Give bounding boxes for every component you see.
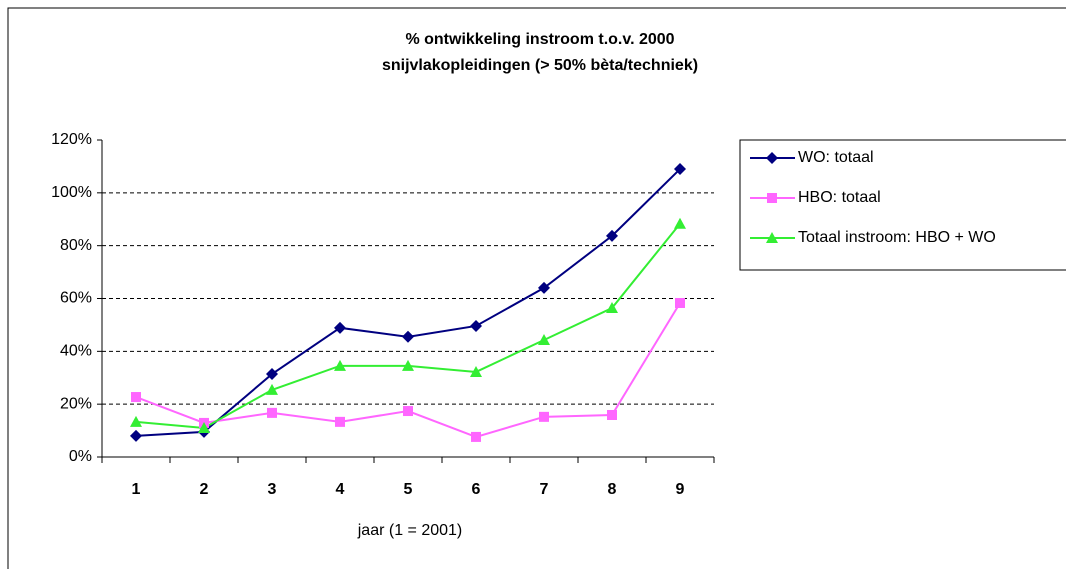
data-point [675,297,685,308]
data-point [674,217,686,229]
chart-subtitle: snijvlakopleidingen (> 50% bèta/techniek… [382,57,698,74]
legend-marker [766,232,778,243]
y-tick-label: 60% [60,290,92,307]
legend-label: WO: totaal [798,149,874,166]
data-point [538,281,550,294]
data-point [402,330,414,343]
chart-border [7,7,1066,569]
y-tick-label: 120% [51,131,92,148]
legend-label: Totaal instroom: HBO + WO [798,229,996,246]
data-point [266,383,278,395]
data-point [539,411,549,422]
x-tick-label: 1 [132,481,141,498]
data-point [402,359,414,371]
data-point [130,415,142,427]
y-tick-label: 100% [51,184,92,201]
chart-title: % ontwikkeling instroom t.o.v. 2000 [405,31,674,48]
legend-label: HBO: totaal [798,189,881,206]
y-tick-label: 20% [60,395,92,412]
data-point [607,409,617,420]
x-tick-label: 6 [472,481,481,498]
x-tick-label: 5 [404,481,413,498]
x-tick-label: 8 [608,481,617,498]
data-point [266,368,278,381]
data-point [538,333,550,345]
data-point [674,163,686,176]
data-point [403,406,413,417]
data-point [470,319,482,332]
x-tick-label: 7 [540,481,549,498]
legend-marker [766,152,778,164]
data-point [606,229,618,242]
y-tick-label: 40% [60,343,92,360]
data-point [131,392,141,403]
legend-box [739,139,1066,271]
x-tick-label: 2 [200,481,209,498]
y-tick-label: 0% [69,448,92,465]
data-point [335,416,345,427]
data-point [198,421,210,433]
y-tick-label: 80% [60,237,92,254]
x-tick-label: 4 [336,481,345,498]
x-tick-label: 9 [676,481,685,498]
data-point [334,321,346,334]
legend-marker [767,193,777,203]
data-point [130,429,142,442]
data-point [267,407,277,418]
x-tick-label: 3 [268,481,277,498]
data-point [334,359,346,371]
data-point [471,431,481,442]
data-point [606,302,618,314]
x-axis-title: jaar (1 = 2001) [357,522,463,539]
data-point [470,365,482,377]
